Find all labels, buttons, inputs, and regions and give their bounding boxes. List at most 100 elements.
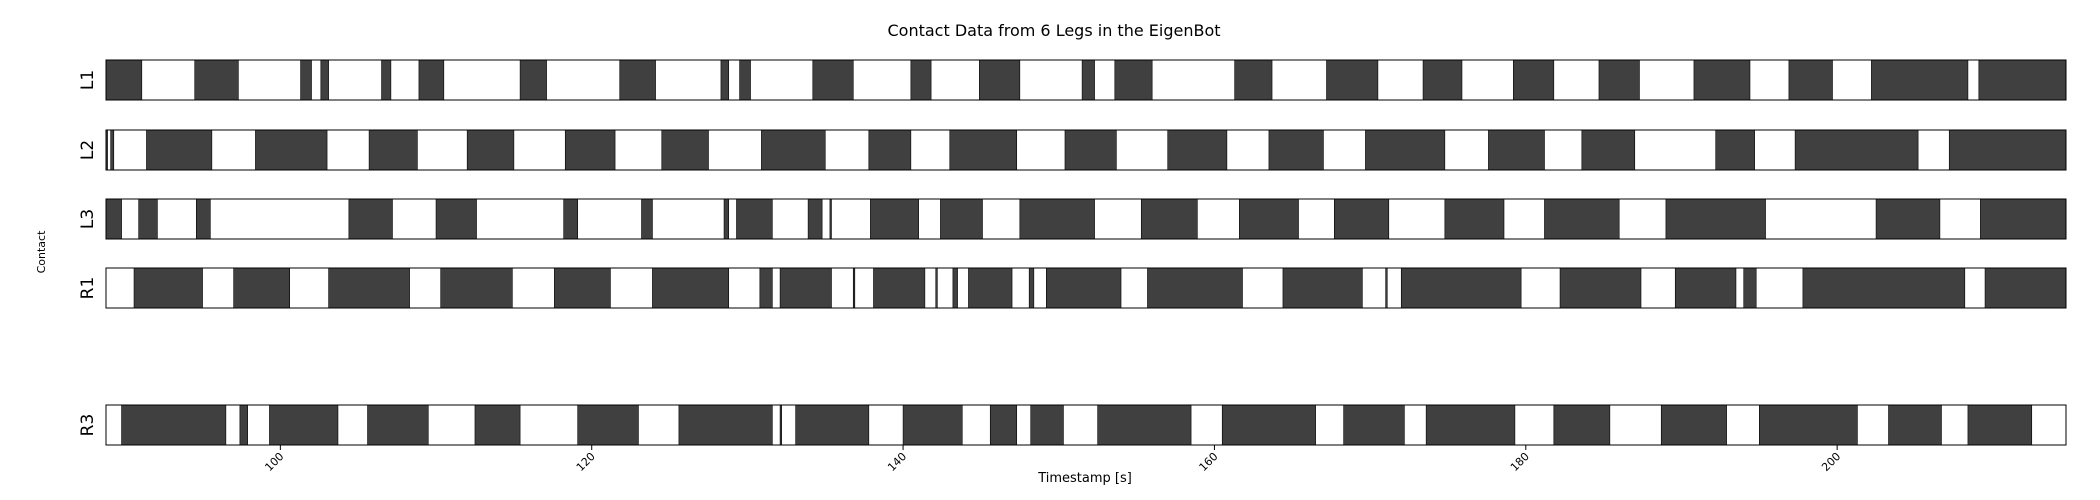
contact-bar (761, 129, 826, 171)
contact-bar (736, 198, 773, 240)
contact-bar (1978, 59, 2067, 101)
contact-bar (1488, 129, 1545, 171)
contact-bar (269, 404, 339, 446)
contact-bar (1334, 198, 1390, 240)
x-tick-label: 200 (1819, 450, 1843, 474)
x-tick-label: 100 (262, 450, 286, 474)
contact-bar (381, 59, 392, 101)
contact-bar (1715, 129, 1755, 171)
leg-panel-r1: R1 (78, 267, 2067, 309)
contact-bar (1425, 404, 1516, 446)
contact-bar (105, 198, 122, 240)
contact-bar (239, 404, 248, 446)
contact-bar (474, 404, 521, 446)
contact-bar (320, 59, 329, 101)
contact-bar (1019, 198, 1095, 240)
contact-bar (577, 404, 639, 446)
y-axis-label: Contact (35, 230, 48, 273)
x-ticks: 100 120 140 160 180 200 (262, 445, 1843, 474)
contact-bar (812, 59, 854, 101)
contact-bar (348, 198, 393, 240)
leg-panel-r3: R3 (78, 404, 2067, 446)
contact-bar (1559, 267, 1642, 309)
contact-bar (1343, 404, 1405, 446)
contact-bar (110, 129, 115, 171)
contact-bar (661, 129, 709, 171)
contact-bar (1980, 198, 2067, 240)
contact-bar (1081, 59, 1095, 101)
contact-bar (870, 198, 919, 240)
contact-bar (1147, 267, 1243, 309)
contact-bar (1239, 198, 1299, 240)
leg-panel-l1: L1 (78, 59, 2067, 101)
contact-bar (1046, 267, 1122, 309)
contact-bar (1875, 198, 1941, 240)
contact-bar (1888, 404, 1942, 446)
contact-bar (563, 198, 579, 240)
contact-bar (1030, 404, 1064, 446)
contact-bar (1871, 59, 1969, 101)
contact-bar (779, 267, 832, 309)
leg-label: L2 (78, 140, 98, 160)
contact-bar (519, 59, 547, 101)
contact-bar (1948, 129, 2067, 171)
contact-bar (979, 59, 1021, 101)
contact-bar (194, 59, 239, 101)
contact-bar (1422, 59, 1463, 101)
contact-bar (1581, 129, 1636, 171)
contact-bar (723, 198, 730, 240)
contact-bar (1234, 59, 1273, 101)
contact-bar (1598, 59, 1640, 101)
leg-panel-l2: L2 (78, 129, 2067, 171)
contact-bar (759, 267, 773, 309)
contact-bar (195, 198, 211, 240)
contact-bar (255, 129, 328, 171)
leg-label: R1 (78, 277, 98, 300)
contact-bar (300, 59, 312, 101)
contact-bar (368, 129, 418, 171)
contact-bar (779, 404, 782, 446)
contact-bar (1802, 267, 1966, 309)
contact-bar (1794, 129, 1919, 171)
contact-bar (829, 198, 832, 240)
contact-bar (1167, 129, 1228, 171)
contact-bar (1674, 267, 1737, 309)
contact-bar (652, 267, 730, 309)
x-tick-label: 120 (574, 450, 598, 474)
legs-layer: L1 L2 L3 R1 R3 (78, 59, 2067, 446)
contact-bar (1788, 59, 1833, 101)
contact-bar (949, 129, 1018, 171)
leg-label: L3 (78, 209, 98, 229)
contact-bar (739, 59, 751, 101)
contact-bar (910, 59, 932, 101)
contact-bar (852, 267, 856, 309)
x-tick-label: 140 (885, 450, 909, 474)
x-axis-label: Timestamp [s] (1037, 471, 1132, 486)
leg-panel-frame (105, 404, 2067, 446)
contact-bar (328, 267, 410, 309)
leg-panel-frame (105, 198, 2067, 240)
contact-bar (435, 198, 477, 240)
contact-bar (133, 267, 203, 309)
contact-bar (1693, 59, 1751, 101)
leg-panel-frame (105, 267, 2067, 309)
x-tick-label: 160 (1197, 450, 1221, 474)
contact-bar (1665, 198, 1766, 240)
contact-bar (1326, 59, 1379, 101)
contact-bar (554, 267, 611, 309)
contact-bar (1513, 59, 1555, 101)
contact-bar (952, 267, 958, 309)
contact-bar (1759, 404, 1858, 446)
contact-bar (440, 267, 513, 309)
contact-bar (121, 404, 227, 446)
leg-label: L1 (78, 70, 98, 90)
contact-bar (1743, 267, 1757, 309)
contact-bar (935, 267, 938, 309)
contact-bar (1544, 198, 1620, 240)
contact-bar (1553, 404, 1611, 446)
leg-label: R3 (78, 414, 98, 437)
contact-bar (940, 198, 983, 240)
contact-bar (1114, 59, 1153, 101)
contact-bar (720, 59, 730, 101)
